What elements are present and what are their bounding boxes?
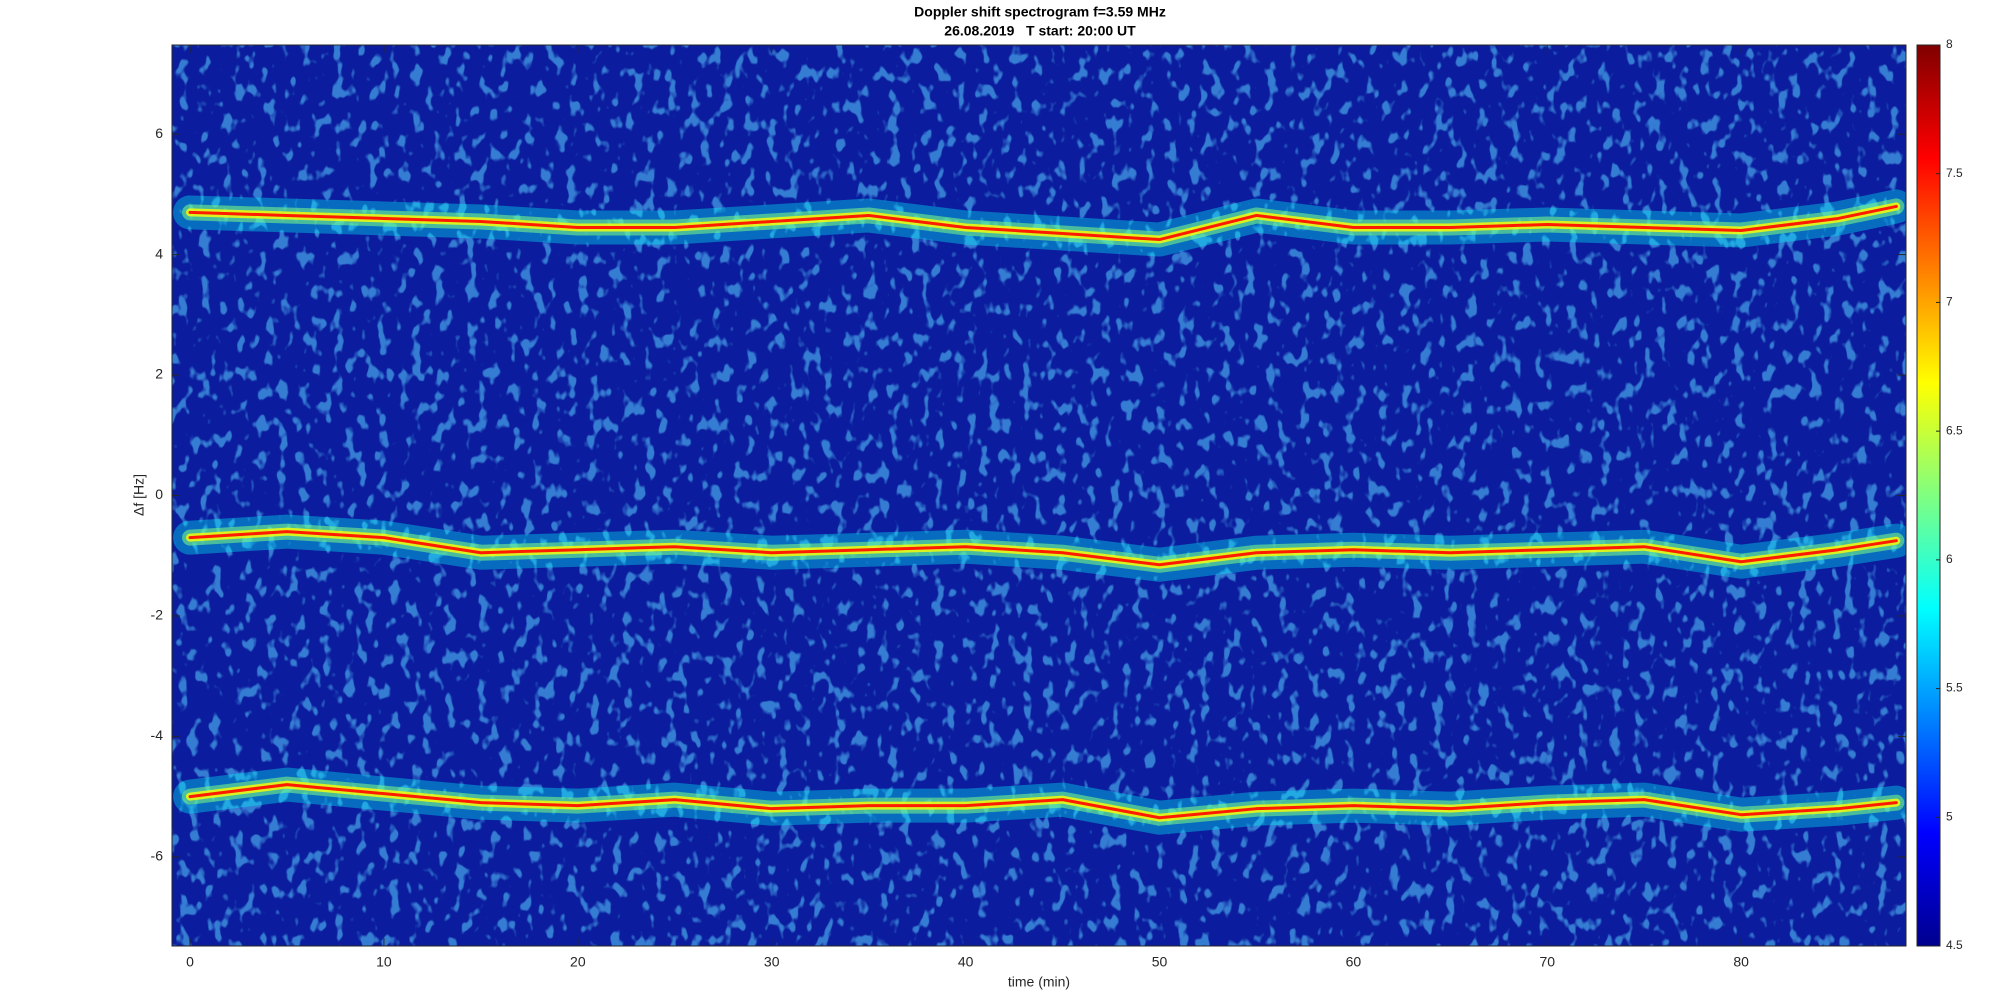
x-tick-label: 20 xyxy=(570,954,586,970)
plot-area xyxy=(172,45,1906,946)
colorbar-tick-label: 7.5 xyxy=(1946,166,1963,180)
colorbar-tick-label: 6.5 xyxy=(1946,423,1963,437)
y-tick-label: 0 xyxy=(155,486,163,502)
colorbar-tick-label: 8 xyxy=(1946,37,1953,51)
x-tick-label: 40 xyxy=(958,954,974,970)
colorbar-tick-label: 6 xyxy=(1946,552,1953,566)
x-tick-label: 0 xyxy=(186,954,194,970)
spectral-trace xyxy=(188,530,1898,567)
y-tick-label: -6 xyxy=(151,848,164,864)
x-tick-label: 60 xyxy=(1346,954,1362,970)
y-axis-label: Δf [Hz] xyxy=(131,474,147,516)
spectral-trace xyxy=(188,204,1898,242)
y-tick-label: 4 xyxy=(155,245,163,261)
y-tick-label: -4 xyxy=(151,727,164,743)
x-tick-label: 80 xyxy=(1733,954,1749,970)
x-tick-label: 30 xyxy=(764,954,780,970)
chart-title: Doppler shift spectrogram f=3.59 MHz xyxy=(914,4,1166,20)
colorbar xyxy=(1916,44,1941,947)
chart-subtitle: 26.08.2019 T start: 20:00 UT xyxy=(944,23,1136,39)
x-axis-label: time (min) xyxy=(1008,974,1070,990)
y-tick-label: 6 xyxy=(155,125,163,141)
colorbar-tick-label: 5.5 xyxy=(1946,681,1963,695)
x-tick-label: 10 xyxy=(376,954,392,970)
y-tick-label: -2 xyxy=(151,607,164,623)
colorbar-tick-label: 7 xyxy=(1946,295,1953,309)
colorbar-tick-label: 5 xyxy=(1946,809,1953,823)
spectral-trace xyxy=(188,783,1898,820)
x-tick-label: 70 xyxy=(1540,954,1556,970)
colorbar-tick-label: 4.5 xyxy=(1946,938,1963,952)
y-tick-label: 2 xyxy=(155,366,163,382)
x-tick-label: 50 xyxy=(1152,954,1168,970)
